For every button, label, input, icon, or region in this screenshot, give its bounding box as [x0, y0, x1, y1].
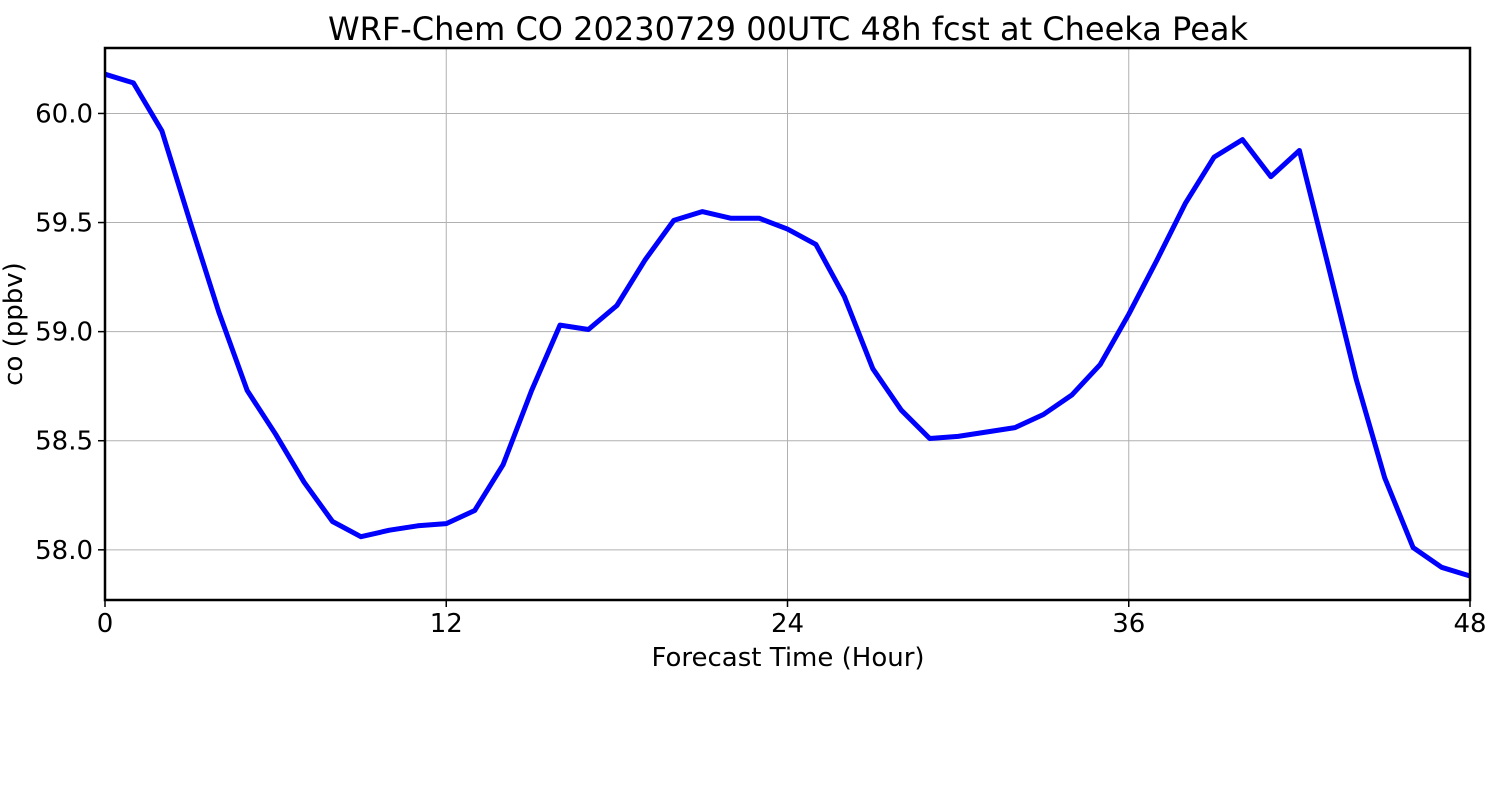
y-tick-label: 59.0: [35, 318, 93, 348]
x-tick-label: 24: [771, 609, 804, 639]
y-tick-label: 58.0: [35, 536, 93, 566]
x-tick-label: 12: [430, 609, 463, 639]
co-series-line: [104, 71, 1471, 579]
series-layer: [104, 71, 1471, 579]
y-axis-label: co (ppbv): [0, 262, 29, 386]
chart-title: WRF-Chem CO 20230729 00UTC 48h fcst at C…: [328, 10, 1249, 48]
x-tick-label: 48: [1453, 609, 1486, 639]
ticks: 0 12 24 36 48 58.0 58.5 59.0 59.5 60.0: [35, 99, 1486, 639]
grid: [104, 48, 1471, 600]
x-tick-label: 36: [1112, 609, 1145, 639]
x-axis-label: Forecast Time (Hour): [651, 643, 924, 673]
y-tick-label: 60.0: [35, 99, 93, 129]
y-tick-label: 59.5: [35, 209, 93, 239]
x-tick-label: 0: [97, 609, 114, 639]
y-tick-label: 58.5: [35, 427, 93, 457]
